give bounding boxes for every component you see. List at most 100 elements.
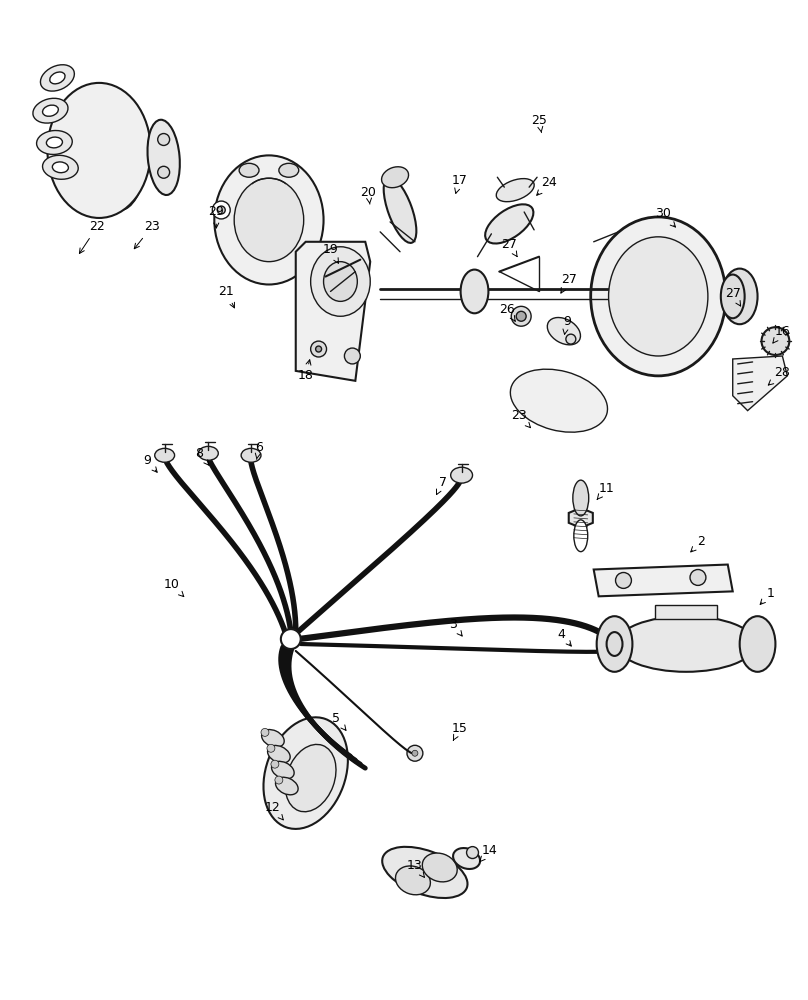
Text: 25: 25 (531, 114, 547, 133)
Ellipse shape (466, 847, 478, 859)
Text: 15: 15 (452, 722, 468, 740)
Ellipse shape (271, 760, 279, 768)
Ellipse shape (381, 167, 409, 188)
Ellipse shape (36, 131, 72, 154)
Text: 27: 27 (501, 238, 517, 257)
Text: 30: 30 (655, 207, 675, 227)
Ellipse shape (323, 262, 357, 301)
Ellipse shape (217, 206, 225, 214)
Text: 26: 26 (499, 303, 516, 321)
Ellipse shape (574, 520, 587, 552)
Ellipse shape (573, 480, 589, 516)
Text: 11: 11 (597, 482, 614, 500)
Ellipse shape (271, 761, 294, 779)
Text: 22: 22 (79, 220, 105, 253)
Text: 7: 7 (436, 476, 447, 495)
Ellipse shape (516, 311, 526, 321)
Text: 1: 1 (760, 587, 774, 604)
Text: 27: 27 (725, 287, 741, 306)
Ellipse shape (423, 853, 457, 882)
Ellipse shape (267, 744, 275, 752)
Ellipse shape (591, 217, 726, 376)
Ellipse shape (461, 270, 488, 313)
Ellipse shape (384, 177, 416, 243)
Text: 9: 9 (563, 315, 570, 334)
Ellipse shape (547, 318, 580, 345)
FancyBboxPatch shape (655, 605, 717, 619)
Text: 23: 23 (511, 409, 531, 428)
Text: 5: 5 (332, 712, 346, 730)
Ellipse shape (596, 616, 633, 672)
Ellipse shape (158, 166, 170, 178)
Text: 12: 12 (265, 801, 284, 820)
Ellipse shape (617, 616, 755, 672)
Ellipse shape (690, 570, 706, 585)
Ellipse shape (199, 446, 218, 460)
Ellipse shape (316, 346, 322, 352)
Text: 16: 16 (772, 325, 790, 343)
Text: 19: 19 (322, 243, 339, 263)
Ellipse shape (511, 306, 531, 326)
Ellipse shape (310, 247, 370, 316)
Ellipse shape (722, 269, 758, 324)
Ellipse shape (213, 201, 230, 219)
Text: 28: 28 (768, 366, 790, 385)
Ellipse shape (344, 348, 360, 364)
Ellipse shape (285, 744, 336, 812)
Ellipse shape (276, 777, 298, 795)
Ellipse shape (158, 134, 170, 145)
Polygon shape (296, 242, 370, 381)
Polygon shape (569, 508, 593, 528)
Ellipse shape (261, 728, 269, 736)
Ellipse shape (607, 632, 622, 656)
Ellipse shape (511, 369, 608, 432)
Polygon shape (594, 565, 733, 596)
Text: 14: 14 (480, 844, 497, 862)
Ellipse shape (267, 745, 290, 763)
Ellipse shape (50, 72, 65, 84)
Ellipse shape (451, 467, 473, 483)
Ellipse shape (310, 341, 326, 357)
Ellipse shape (53, 162, 69, 173)
Ellipse shape (739, 616, 776, 672)
Ellipse shape (43, 105, 58, 116)
Text: 3: 3 (448, 618, 462, 636)
Text: 29: 29 (208, 205, 224, 228)
Ellipse shape (148, 120, 180, 195)
Ellipse shape (262, 730, 284, 747)
Text: 9: 9 (143, 454, 158, 472)
Ellipse shape (453, 848, 480, 869)
Text: 20: 20 (360, 186, 377, 204)
Text: 27: 27 (561, 273, 577, 293)
Ellipse shape (234, 178, 304, 262)
Text: 24: 24 (537, 176, 557, 195)
Ellipse shape (485, 204, 533, 244)
Ellipse shape (279, 163, 299, 177)
Ellipse shape (46, 137, 62, 148)
Ellipse shape (382, 847, 468, 898)
Ellipse shape (275, 776, 283, 784)
Text: 21: 21 (218, 285, 234, 308)
Text: 17: 17 (452, 174, 468, 193)
Ellipse shape (412, 750, 418, 756)
Ellipse shape (407, 745, 423, 761)
Text: 18: 18 (297, 360, 314, 382)
Polygon shape (733, 356, 787, 411)
Text: 13: 13 (407, 859, 424, 877)
Ellipse shape (33, 98, 68, 123)
Text: 4: 4 (557, 628, 571, 646)
Ellipse shape (48, 83, 151, 218)
Ellipse shape (761, 327, 789, 355)
Ellipse shape (214, 155, 323, 284)
Ellipse shape (566, 334, 576, 344)
Text: 6: 6 (255, 441, 263, 459)
Ellipse shape (239, 163, 259, 177)
Text: 2: 2 (691, 535, 705, 552)
Ellipse shape (241, 448, 261, 462)
Ellipse shape (721, 275, 745, 318)
Ellipse shape (608, 237, 708, 356)
Text: 10: 10 (164, 578, 183, 597)
Text: 23: 23 (134, 220, 160, 249)
Ellipse shape (102, 115, 146, 210)
Ellipse shape (263, 717, 348, 829)
